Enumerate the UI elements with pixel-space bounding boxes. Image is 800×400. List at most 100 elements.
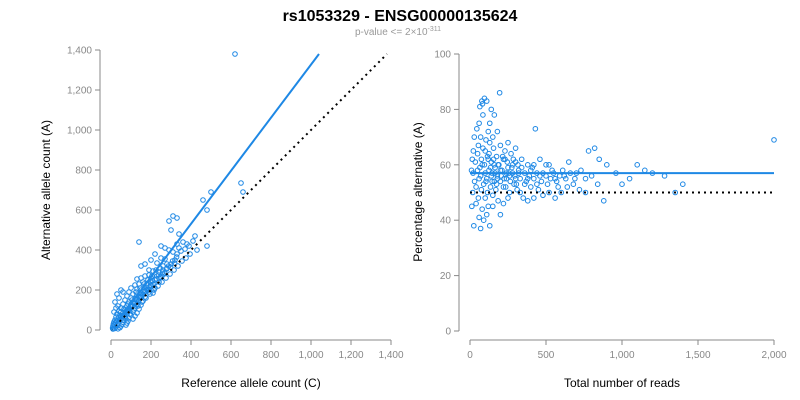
data-point: [547, 175, 554, 182]
data-point: [544, 181, 551, 187]
data-point: [496, 89, 503, 96]
scatter-panel-allele-counts: 0 200 400 600 800 1,000 1,200 1,400 0 200 400 600 8…: [39, 46, 404, 391]
data-point: [600, 198, 607, 204]
chart-subtitle: p-value <= 2×10-311: [355, 26, 441, 38]
y-tick-label: 200: [75, 286, 92, 297]
y-tick-label: 100: [434, 50, 451, 61]
data-point: [505, 164, 511, 171]
data-point: [490, 134, 496, 140]
data-point: [535, 186, 542, 193]
data-point: [513, 181, 520, 187]
data-point: [534, 181, 540, 187]
data-point: [493, 153, 500, 160]
data-point: [594, 181, 601, 187]
data-point: [570, 181, 577, 187]
data-point: [507, 178, 514, 185]
data-point: [485, 203, 492, 210]
x-tick-label: 1,400: [378, 350, 403, 361]
data-point: [483, 175, 490, 182]
x-axis-label: Total number of reads: [564, 376, 680, 390]
data-point: [591, 145, 598, 151]
chart-title: rs1053329 - ENSG00000135624: [283, 8, 518, 25]
data-point: [159, 279, 165, 285]
data-point: [482, 195, 489, 201]
data-point: [523, 178, 530, 185]
data-point: [510, 156, 517, 163]
x-tick-label: 200: [143, 350, 160, 361]
data-point: [494, 128, 501, 135]
data-points: [109, 51, 246, 332]
data-point: [155, 283, 161, 289]
y-tick-label: 0: [445, 327, 451, 338]
data-point: [517, 189, 523, 196]
data-point: [508, 150, 514, 157]
data-point: [167, 271, 173, 277]
data-point: [471, 222, 477, 229]
data-point: [771, 137, 777, 143]
data-point: [503, 175, 510, 182]
data-point: [509, 164, 515, 171]
data-point: [634, 162, 641, 168]
data-point: [479, 101, 486, 107]
data-point: [537, 156, 543, 163]
data-point: [112, 299, 118, 305]
data-point: [174, 251, 180, 257]
data-point: [524, 175, 531, 182]
x-tick-label: 1,200: [338, 350, 363, 361]
data-point: [524, 162, 531, 168]
data-point: [588, 173, 595, 179]
y-tick-label: 1,200: [67, 86, 92, 97]
data-point: [489, 178, 495, 185]
data-point: [475, 142, 482, 149]
data-point: [521, 181, 528, 187]
data-point: [582, 175, 589, 182]
data-point: [529, 164, 536, 171]
data-point: [490, 145, 497, 151]
data-point: [528, 184, 534, 190]
data-point: [485, 128, 492, 135]
data-point: [585, 148, 592, 154]
data-point: [576, 186, 583, 193]
data-point: [500, 184, 507, 190]
data-point: [123, 322, 129, 328]
data-point: [166, 218, 172, 224]
data-point: [208, 189, 214, 195]
data-point: [157, 274, 164, 280]
data-point: [469, 156, 476, 163]
data-point: [471, 134, 478, 140]
data-point: [477, 225, 484, 232]
data-point: [490, 203, 496, 210]
x-tick-label: 1,000: [609, 350, 634, 361]
data-point: [474, 150, 481, 157]
data-point: [531, 175, 537, 182]
data-point: [562, 175, 569, 182]
data-point: [505, 139, 511, 146]
data-point: [240, 189, 246, 195]
data-point: [186, 243, 192, 249]
data-point: [472, 159, 479, 165]
data-point: [152, 251, 158, 257]
subtitle-exponent: -311: [428, 26, 442, 33]
data-point: [204, 243, 210, 249]
data-point: [546, 162, 552, 168]
data-point: [145, 287, 152, 293]
y-tick-label: 60: [440, 160, 452, 171]
x-tick-label: 400: [183, 350, 200, 361]
data-point: [477, 103, 483, 110]
data-point: [518, 164, 525, 171]
x-tick-label: 1,000: [298, 350, 323, 361]
data-point: [490, 156, 497, 163]
x-tick-label: 500: [538, 350, 555, 361]
data-point: [490, 192, 496, 199]
data-point: [505, 195, 511, 201]
data-point: [564, 184, 571, 190]
data-point: [473, 184, 479, 190]
data-point: [478, 186, 485, 193]
y-tick-label: 20: [440, 271, 452, 282]
data-point: [553, 178, 560, 185]
data-point: [127, 311, 133, 317]
data-point: [486, 120, 493, 127]
data-point: [480, 217, 487, 223]
data-point: [531, 162, 537, 168]
